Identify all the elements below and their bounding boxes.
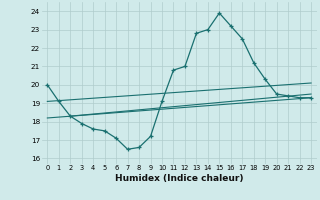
X-axis label: Humidex (Indice chaleur): Humidex (Indice chaleur) [115, 174, 244, 183]
